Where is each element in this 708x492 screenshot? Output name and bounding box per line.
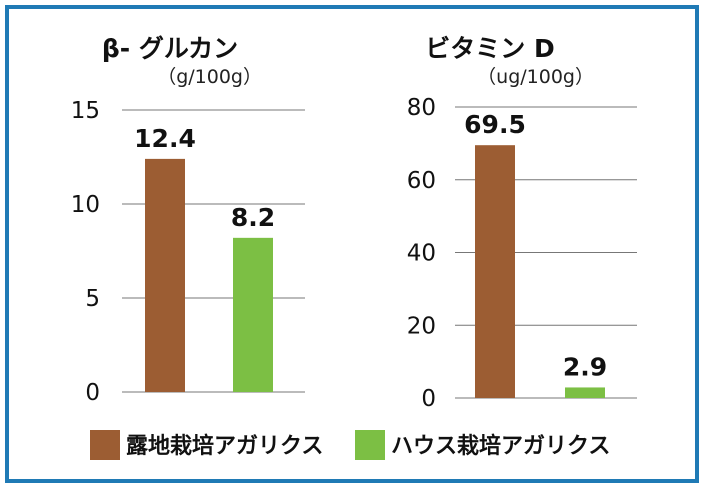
data-label-house: 8.2 <box>231 203 275 232</box>
data-label-outdoor: 12.4 <box>134 124 196 153</box>
data-label-house: 2.9 <box>563 352 607 381</box>
y-tick-labels: 0 20 40 60 80 <box>407 95 436 412</box>
legend: 露地栽培アガリクス ハウス栽培アガリクス <box>90 430 610 460</box>
bar-house <box>565 387 605 398</box>
chart-unit: （g/100g） <box>157 66 262 88</box>
y-tick-label: 0 <box>421 386 436 412</box>
legend-swatch-house <box>355 430 385 460</box>
bar-outdoor <box>475 145 515 398</box>
chart-beta-glucan: β- グルカン （g/100g） 0 5 10 15 12.4 8.2 <box>71 34 305 406</box>
legend-label-house: ハウス栽培アガリクス <box>391 433 610 459</box>
chart-title: β- グルカン <box>102 34 238 63</box>
y-tick-label: 20 <box>407 313 436 339</box>
legend-label-outdoor: 露地栽培アガリクス <box>126 433 323 459</box>
chart-vitamin-d: ビタミン D （ug/100g） 0 20 40 60 80 69.5 2.9 <box>407 34 637 412</box>
chart-frame <box>5 5 699 483</box>
chart-title: ビタミン D <box>425 34 554 63</box>
y-tick-label: 5 <box>85 286 100 312</box>
y-tick-label: 0 <box>85 380 100 406</box>
y-tick-labels: 0 5 10 15 <box>71 98 100 406</box>
y-tick-label: 80 <box>407 95 436 121</box>
y-tick-label: 15 <box>71 98 100 124</box>
data-label-outdoor: 69.5 <box>464 110 526 139</box>
legend-swatch-outdoor <box>90 430 120 460</box>
y-tick-label: 40 <box>407 241 436 267</box>
bar-outdoor <box>145 158 185 392</box>
bar-house <box>233 237 273 392</box>
y-tick-label: 60 <box>407 168 436 194</box>
y-tick-label: 10 <box>71 192 100 218</box>
chart-unit: （ug/100g） <box>477 66 594 88</box>
